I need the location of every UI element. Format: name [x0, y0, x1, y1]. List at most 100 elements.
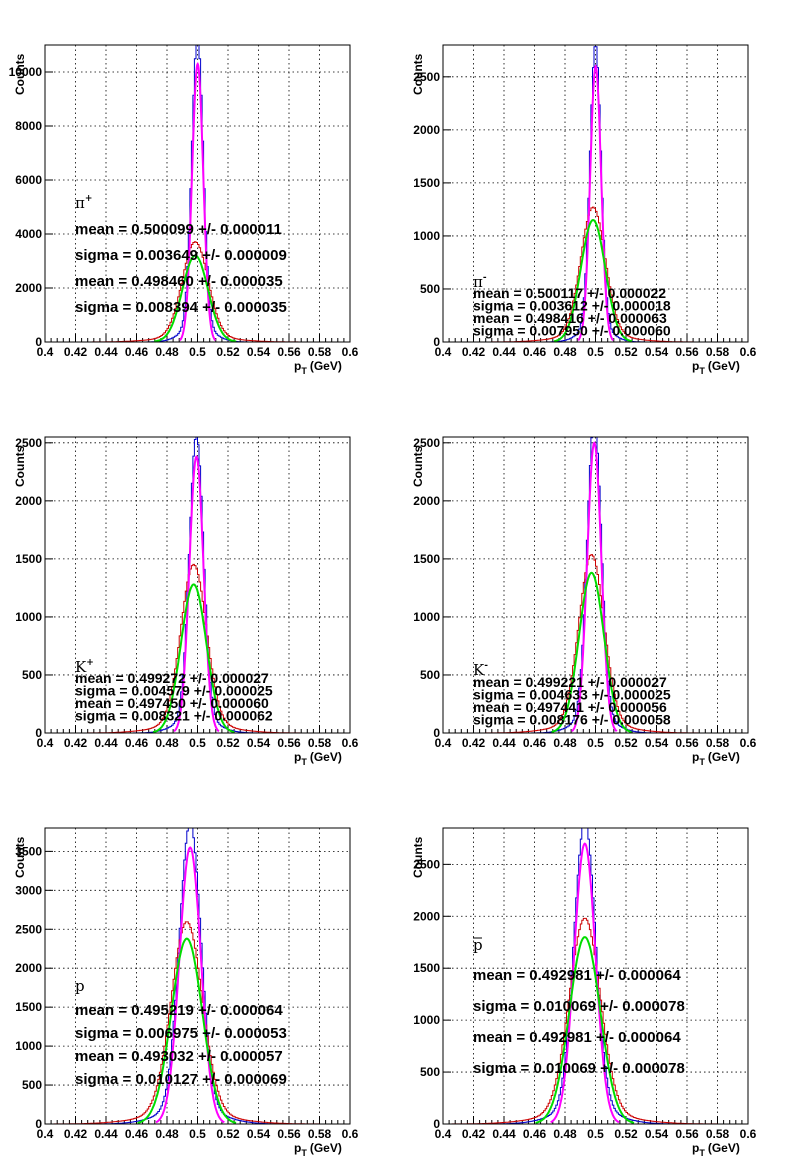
fit-stat-line: sigma = 0.003612 +/- 0.000018	[473, 298, 671, 314]
x-tick-label: 0.58	[308, 1127, 332, 1141]
fit-stat-line: mean = 0.500099 +/- 0.000011	[75, 221, 282, 238]
y-tick-label: 3500	[15, 844, 42, 858]
y-tick-label: 2500	[413, 436, 440, 450]
x-tick-label: 0.54	[247, 736, 271, 750]
fit-curve-series	[179, 62, 217, 342]
y-tick-label: 2000	[413, 494, 440, 508]
y-tick-label: 2500	[15, 436, 42, 450]
y-tick-label: 500	[420, 282, 440, 296]
particle-label: K-	[473, 661, 488, 679]
x-tick-label: 0.4	[435, 736, 452, 750]
x-tick-label: 0.58	[308, 345, 332, 359]
fit-curve-series	[152, 583, 235, 734]
x-tick-label: 0.5	[189, 1127, 206, 1141]
x-tick-label: 0.42	[462, 345, 486, 359]
fit-stat-line: sigma = 0.010069 +/- 0.000078	[473, 1060, 685, 1077]
x-tick-label: 0.52	[614, 345, 638, 359]
particle-label: p	[75, 977, 85, 995]
y-tick-label: 6000	[15, 173, 42, 187]
fit-stat-line: mean = 0.499272 +/- 0.000027	[75, 670, 269, 686]
chart-panel-2: 0.4 0.42 0.44 0.46 0.48 0.5 0.52 0.54 0.56 0.58 0.…	[411, 44, 757, 376]
x-tick-label: 0.4	[435, 1127, 452, 1141]
x-tick-label: 0.46	[523, 1127, 547, 1141]
fit-stat-line: mean = 0.493032 +/- 0.000057	[75, 1048, 283, 1065]
y-tick-label: 2500	[413, 857, 440, 871]
x-tick-label: 0.52	[216, 1127, 240, 1141]
x-tick-label: 0.48	[155, 345, 179, 359]
y-tick-label: 1500	[15, 1000, 42, 1014]
x-tick-label: 0.54	[645, 1127, 669, 1141]
y-axis-label: Counts	[411, 836, 425, 878]
fit-stat-line: sigma = 0.006975 +/- 0.000053	[75, 1025, 287, 1042]
x-tick-label: 0.48	[553, 736, 577, 750]
y-tick-label: 500	[420, 668, 440, 682]
fit-curve-series	[571, 441, 618, 733]
fit-stat-line: sigma = 0.010127 +/- 0.000069	[75, 1071, 287, 1088]
x-tick-label: 0.54	[645, 736, 669, 750]
histogram-series	[443, 917, 748, 1125]
particle-label: π-	[473, 273, 487, 291]
fit-stat-line: sigma = 0.008321 +/- 0.000062	[75, 708, 273, 724]
y-tick-label: 2500	[15, 922, 42, 936]
y-tick-label: 1000	[15, 1039, 42, 1053]
plot-frame	[442, 827, 749, 1125]
x-tick-label: 0.42	[64, 736, 88, 750]
x-tick-label: 0.48	[553, 345, 577, 359]
y-tick-label: 10000	[9, 65, 43, 79]
x-tick-label: 0.4	[37, 1127, 54, 1141]
x-tick-label: 0.5	[189, 345, 206, 359]
x-tick-label: 0.58	[308, 736, 332, 750]
fit-curve-series	[173, 455, 220, 733]
fit-stat-line: sigma = 0.008394 +/- 0.000035	[75, 299, 287, 316]
fit-curve-series	[551, 571, 632, 733]
fit-stat-line: sigma = 0.004633 +/- 0.000025	[473, 687, 671, 703]
x-tick-label: 0.42	[462, 1127, 486, 1141]
x-tick-label: 0.54	[247, 1127, 271, 1141]
x-tick-label: 0.48	[553, 1127, 577, 1141]
x-tick-label: 0.46	[125, 736, 149, 750]
x-tick-label: 0.44	[492, 736, 516, 750]
fit-curve-series	[154, 254, 237, 343]
x-tick-label: 0.44	[94, 1127, 118, 1141]
x-tick-label: 0.46	[523, 736, 547, 750]
fit-stat-line: sigma = 0.003649 +/- 0.000009	[75, 247, 287, 264]
y-tick-label: 500	[22, 668, 42, 682]
x-tick-label: 0.54	[645, 345, 669, 359]
y-tick-label: 0	[433, 726, 440, 740]
x-tick-label: 0.5	[189, 736, 206, 750]
particle-label: π+	[75, 194, 92, 212]
x-tick-label: 0.52	[216, 345, 240, 359]
y-tick-label: 500	[22, 1078, 42, 1092]
y-tick-label: 0	[35, 1117, 42, 1131]
x-tick-label: 0.48	[155, 736, 179, 750]
fit-stat-line: sigma = 0.008176 +/- 0.000058	[473, 712, 671, 728]
x-tick-label: 0.44	[492, 1127, 516, 1141]
x-tick-label: 0.4	[37, 345, 54, 359]
y-axis-label: Counts	[13, 53, 27, 95]
x-tick-label: 0.58	[706, 345, 730, 359]
x-tick-label: 0.54	[247, 345, 271, 359]
x-tick-label: 0.56	[675, 736, 699, 750]
y-tick-label: 0	[35, 335, 42, 349]
y-tick-label: 2000	[413, 909, 440, 923]
plot-frame	[44, 436, 351, 734]
chart-panel-3: 0.4 0.42 0.44 0.46 0.48 0.5 0.52 0.54 0.56 0.58 0.…	[13, 436, 359, 767]
plot-frame	[44, 44, 351, 343]
x-tick-label: 0.58	[706, 736, 730, 750]
x-tick-label: 0.42	[64, 345, 88, 359]
y-axis-label: Counts	[411, 53, 425, 95]
x-axis-label: pT (GeV)	[692, 359, 740, 376]
x-axis-label: pT (GeV)	[692, 750, 740, 767]
x-tick-label: 0.58	[706, 1127, 730, 1141]
fit-stat-line: mean = 0.497441 +/- 0.000056	[473, 699, 667, 715]
y-tick-label: 1000	[413, 229, 440, 243]
fit-stat-line: mean = 0.492981 +/- 0.000064	[473, 1029, 681, 1046]
x-tick-label: 0.56	[277, 345, 301, 359]
fit-stat-line: mean = 0.492981 +/- 0.000064	[473, 967, 681, 984]
y-tick-label: 1000	[413, 610, 440, 624]
fit-curve-series	[553, 218, 633, 343]
y-tick-label: 1000	[15, 610, 42, 624]
x-axis-label: pT (GeV)	[294, 1141, 342, 1158]
y-tick-label: 1500	[15, 552, 42, 566]
